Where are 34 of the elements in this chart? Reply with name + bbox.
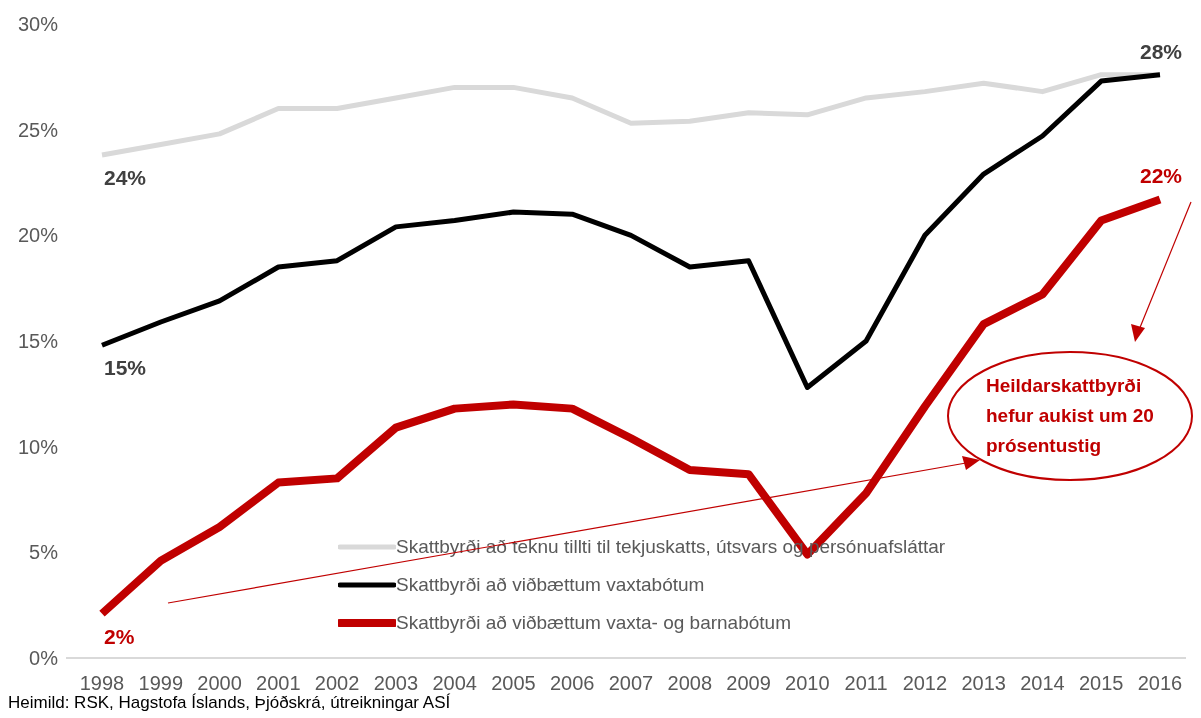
legend-label: Skattbyrði að viðbættum vaxta- og barnabótum xyxy=(396,612,791,634)
x-tick-label: 2008 xyxy=(667,672,713,695)
x-tick-label: 2006 xyxy=(549,672,595,695)
y-tick-label: 5% xyxy=(29,541,59,564)
legend-label: Skattbyrði að viðbættum vaxtabótum xyxy=(396,574,705,596)
y-tick-label: 15% xyxy=(17,330,59,353)
x-tick-label: 1998 xyxy=(79,672,125,695)
x-tick-label: 2001 xyxy=(256,672,301,695)
x-tick-label: 2013 xyxy=(961,672,1006,695)
data-label: 2% xyxy=(104,624,135,648)
y-tick-label: 30% xyxy=(17,13,59,36)
x-tick-label: 2015 xyxy=(1078,672,1124,695)
x-tick-label: 2012 xyxy=(902,672,948,695)
x-tick-label: 2010 xyxy=(785,672,830,695)
x-tick-label: 2011 xyxy=(844,672,888,695)
x-tick-label: 2009 xyxy=(726,672,771,695)
data-label: 28% xyxy=(1139,39,1183,63)
data-label: 15% xyxy=(104,356,147,380)
y-tick-label: 20% xyxy=(17,224,59,247)
y-tick-label: 0% xyxy=(29,647,59,670)
x-tick-label: 2016 xyxy=(1137,672,1183,695)
x-tick-label: 2003 xyxy=(373,672,419,695)
text: Heimild: RSK, Hagstofa Íslands, Þjóðskrá, útreikningar ASÍ xyxy=(8,693,451,713)
y-tick-label: 25% xyxy=(17,118,59,141)
x-tick-label: 2007 xyxy=(608,672,654,695)
x-tick-label: 2002 xyxy=(314,672,360,695)
x-tick-label: 2014 xyxy=(1020,672,1065,695)
x-tick-label: 2005 xyxy=(491,672,536,695)
x-tick-label: 2000 xyxy=(197,672,242,695)
y-tick-label: 10% xyxy=(17,435,59,458)
data-label: 24% xyxy=(104,166,147,190)
data-label: 22% xyxy=(1139,164,1183,188)
x-tick-label: 1999 xyxy=(138,672,184,695)
annotation: Heildarskattbyrði hefur aukist um 20 prósentustig xyxy=(986,374,1155,458)
